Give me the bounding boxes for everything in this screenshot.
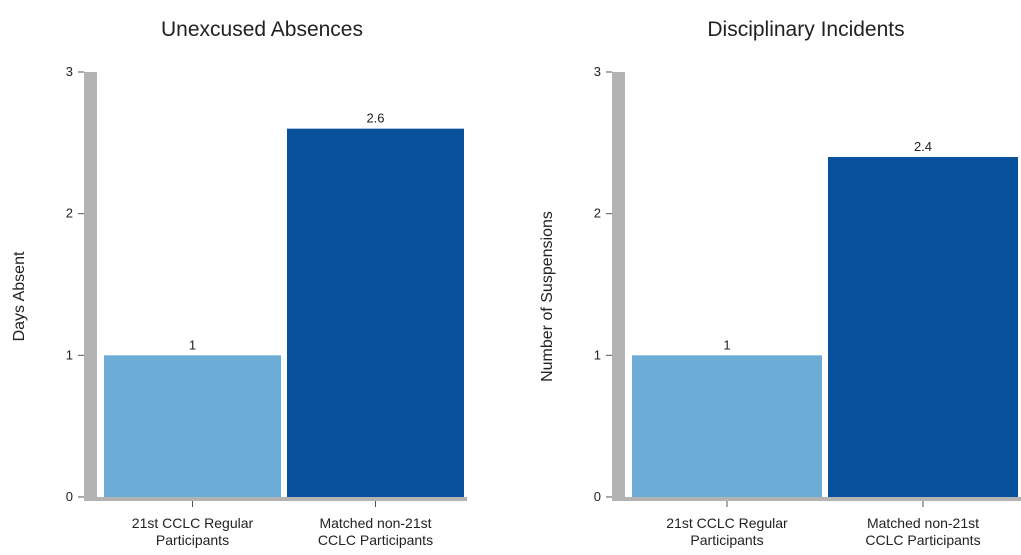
data-label: 1 — [189, 337, 196, 352]
y-axis-line — [84, 72, 97, 501]
category-label: Participants — [690, 532, 763, 548]
chart-title: Unexcused Absences — [161, 18, 363, 41]
y-tick-label: 2 — [594, 206, 601, 221]
y-tick-label: 2 — [66, 206, 73, 221]
category-label: Participants — [156, 532, 229, 548]
y-axis-label: Number of Suspensions — [539, 211, 556, 382]
data-label: 1 — [723, 337, 730, 352]
chart-title: Disciplinary Incidents — [707, 18, 904, 41]
data-label: 2.6 — [366, 111, 384, 126]
bar-2 — [287, 128, 464, 497]
chart-disciplinary-incidents: Disciplinary Incidents Number of Suspensi… — [539, 18, 1021, 548]
y-tick-label: 0 — [594, 489, 601, 504]
y-axis-line — [612, 72, 625, 501]
x-axis-line — [612, 497, 1021, 501]
y-tick-label: 3 — [66, 64, 73, 79]
y-tick-label: 0 — [66, 489, 73, 504]
data-label: 2.4 — [914, 139, 932, 154]
y-tick-label: 3 — [594, 64, 601, 79]
bar-1 — [632, 355, 822, 497]
category-label: 21st CCLC Regular — [132, 515, 254, 531]
bar-1 — [104, 355, 281, 497]
category-label: CCLC Participants — [865, 532, 980, 548]
category-label: Matched non-21st — [867, 515, 979, 531]
bar-2 — [828, 157, 1018, 497]
category-label: 21st CCLC Regular — [666, 515, 788, 531]
y-tick-label: 1 — [594, 347, 601, 362]
chart-unexcused-absences: Unexcused Absences Days Absent 0 1 2 3 1 21st C… — [11, 18, 467, 548]
category-label: Matched non-21st — [319, 515, 431, 531]
x-axis-line — [84, 497, 467, 501]
y-tick-label: 1 — [66, 347, 73, 362]
y-axis-label: Days Absent — [11, 251, 28, 341]
category-label: CCLC Participants — [318, 532, 433, 548]
